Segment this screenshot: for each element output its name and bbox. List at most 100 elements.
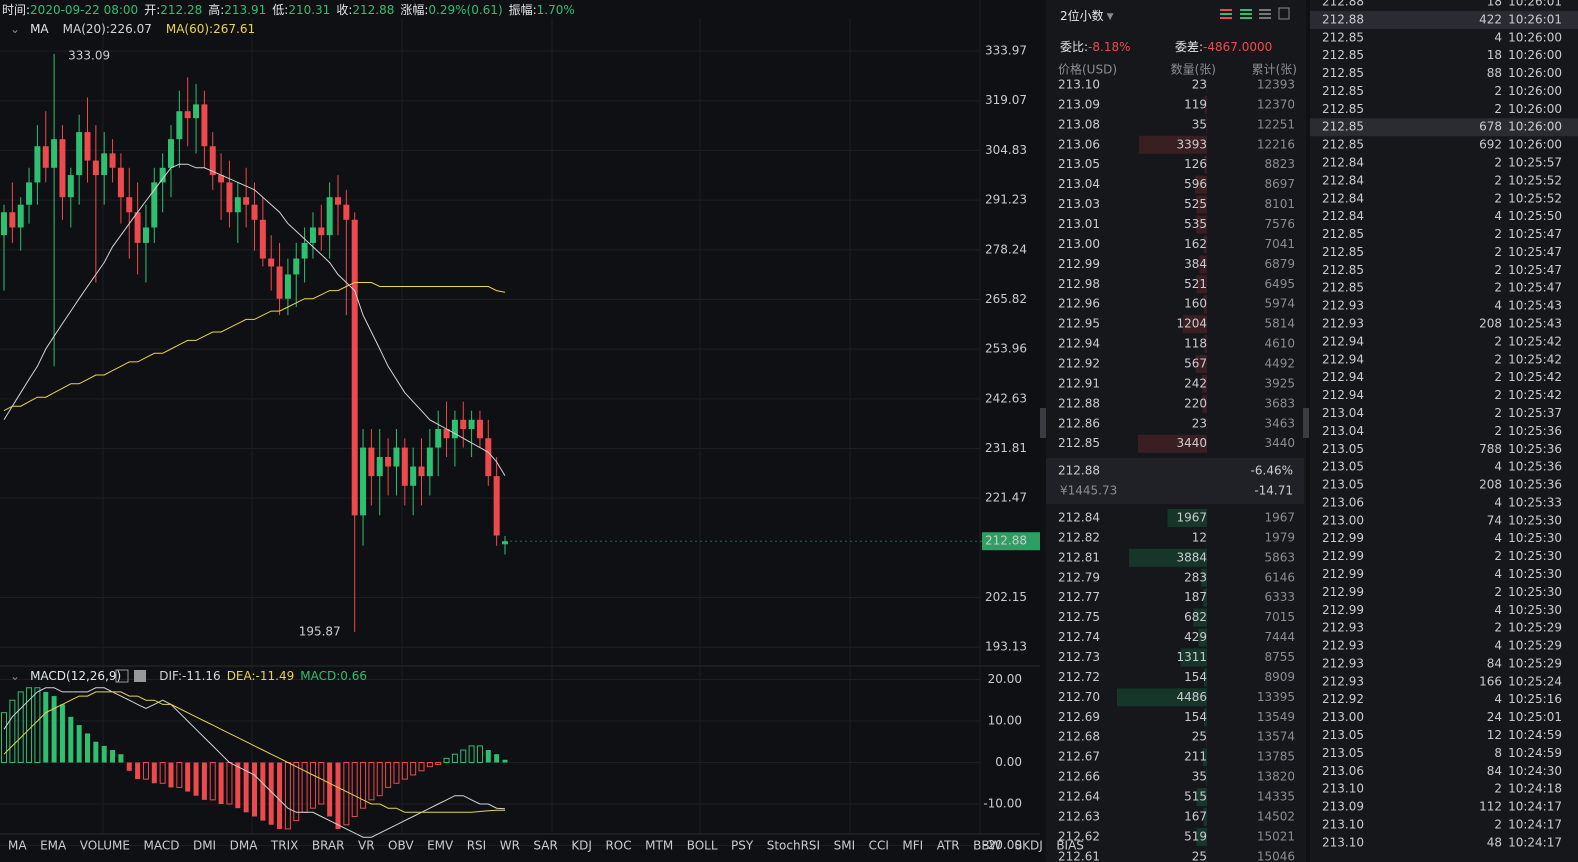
- settings-icon[interactable]: [115, 669, 129, 683]
- price: 213.10: [1058, 78, 1100, 92]
- header-value: 212.28: [160, 3, 202, 17]
- indicator-tab[interactable]: PSY: [731, 839, 754, 853]
- indicator-tab[interactable]: MACD: [143, 839, 179, 853]
- price: 212.61: [1058, 849, 1100, 862]
- qty: 23: [1192, 416, 1207, 430]
- header: 时间:2020-09-22 08:00 开:212.28 高:213.91 低:210…: [2, 2, 575, 17]
- collapse-handle[interactable]: [1040, 408, 1046, 438]
- indicator-tab[interactable]: DMA: [230, 839, 259, 853]
- trade-price: 212.99: [1322, 549, 1364, 563]
- y-tick-label: 231.81: [985, 441, 1027, 455]
- indicator-tab[interactable]: WR: [500, 839, 520, 853]
- indicator-tab[interactable]: EMA: [40, 839, 67, 853]
- y-tick-label: 278.24: [985, 242, 1027, 256]
- candle-body: [435, 428, 442, 448]
- y-tick-label: 265.82: [985, 292, 1027, 306]
- qty-bar: [1204, 335, 1207, 354]
- trade-time: 10:25:52: [1508, 173, 1562, 187]
- ratio: 委比:-8.18%: [1060, 40, 1131, 54]
- qty: 521: [1184, 277, 1207, 291]
- trade-time: 10:25:37: [1508, 406, 1562, 420]
- indicator-tab[interactable]: ROC: [605, 839, 631, 853]
- indicator-tab[interactable]: KDJ: [571, 839, 592, 853]
- trade-price: 212.85: [1322, 48, 1364, 62]
- indicator-tab[interactable]: EMV: [427, 839, 454, 853]
- indicator-tab[interactable]: TRIX: [270, 839, 298, 853]
- trade-qty: 4: [1494, 639, 1502, 653]
- trade-price: 213.05: [1322, 728, 1364, 742]
- qty-bar: [1195, 175, 1207, 194]
- macd-bar: [209, 762, 216, 801]
- indicator-tab[interactable]: MFI: [902, 839, 923, 853]
- qty-bar: [1206, 768, 1207, 787]
- trade-time: 10:25:36: [1508, 442, 1562, 456]
- precision-select[interactable]: 2位小数 ▼: [1060, 8, 1114, 23]
- macd-bar: [34, 687, 41, 763]
- trade-price: 212.93: [1322, 317, 1364, 331]
- indicator-tab[interactable]: SAR: [533, 839, 557, 853]
- close-icon[interactable]: [134, 670, 146, 682]
- macd-bar: [235, 762, 241, 809]
- price: 213.03: [1058, 197, 1100, 211]
- macd-bar: [260, 762, 266, 821]
- trade-time: 10:25:29: [1508, 656, 1562, 670]
- trade-price: 212.93: [1322, 299, 1364, 313]
- trade-price: 212.94: [1322, 388, 1364, 402]
- main-pane: 333.97 319.07 304.83 291.23 278.24 265.82 253.…: [0, 22, 1040, 654]
- qty: 23: [1192, 78, 1207, 92]
- trade-qty: 4: [1494, 692, 1502, 706]
- trade-price: 212.99: [1322, 531, 1364, 545]
- indicator-tab[interactable]: MTM: [645, 839, 673, 853]
- cumulative: 12251: [1257, 117, 1295, 131]
- qty: 154: [1184, 710, 1207, 724]
- header-label: 低:: [272, 3, 288, 17]
- cumulative: 1967: [1264, 511, 1295, 525]
- qty: 384: [1184, 257, 1207, 271]
- indicator-tab[interactable]: SMI: [834, 839, 856, 853]
- trade-price: 212.93: [1322, 656, 1364, 670]
- qty: 519: [1184, 829, 1207, 843]
- indicator-tab[interactable]: SKDJ: [1015, 839, 1043, 853]
- macd-legend: ⌄ MACD(12,26,9) DIF:-11.16 DEA:-11.49 MACD:0…: [10, 669, 367, 683]
- indicator-tab[interactable]: BRAR: [312, 839, 345, 853]
- price: 212.85: [1058, 436, 1100, 450]
- macd-bar: [101, 745, 107, 763]
- indicator-tab[interactable]: BOLL: [687, 839, 718, 853]
- indicator-tab[interactable]: CCI: [869, 839, 889, 853]
- collapse-handle[interactable]: [1303, 408, 1309, 438]
- macd-bar: [168, 762, 174, 788]
- trade-time: 10:25:33: [1508, 495, 1562, 509]
- indicator-tab[interactable]: VOLUME: [80, 839, 130, 853]
- indicator-tab[interactable]: RSI: [467, 839, 487, 853]
- indicator-tab[interactable]: VR: [358, 839, 375, 853]
- indicator-tab[interactable]: BBW: [973, 839, 1001, 853]
- trade-price: 212.99: [1322, 603, 1364, 617]
- cumulative: 4610: [1264, 337, 1295, 351]
- trade-price: 212.85: [1322, 120, 1364, 134]
- candle-body: [368, 447, 375, 477]
- trade-price: 212.93: [1322, 621, 1364, 635]
- indicator-tab[interactable]: OBV: [388, 839, 414, 853]
- cumulative: 12393: [1257, 78, 1295, 92]
- trade-time: 10:26:01: [1508, 12, 1562, 26]
- cumulative: 8697: [1264, 177, 1295, 191]
- qty: 3393: [1176, 137, 1207, 151]
- cumulative: 8909: [1264, 670, 1295, 684]
- qty-bar: [1199, 255, 1207, 274]
- y-tick-label: 319.07: [985, 93, 1027, 107]
- indicator-tab[interactable]: MA: [8, 839, 27, 853]
- cumulative: 6333: [1264, 590, 1295, 604]
- indicator-tab[interactable]: BIAS: [1056, 839, 1084, 853]
- indicator-tab[interactable]: StochRSI: [767, 839, 820, 853]
- candle-body: [109, 153, 116, 168]
- macd-bar: [135, 762, 141, 780]
- indicator-tab[interactable]: ATR: [937, 839, 960, 853]
- y-tick-label: 242.63: [985, 391, 1027, 405]
- qty: 535: [1184, 217, 1207, 231]
- indicator-tab[interactable]: DMI: [193, 839, 216, 853]
- trade-qty: 112: [1479, 800, 1502, 814]
- trade-qty: 788: [1479, 442, 1502, 456]
- price: 213.08: [1058, 117, 1100, 131]
- trade-time: 10:25:30: [1508, 585, 1562, 599]
- trade-qty: 24: [1487, 710, 1502, 724]
